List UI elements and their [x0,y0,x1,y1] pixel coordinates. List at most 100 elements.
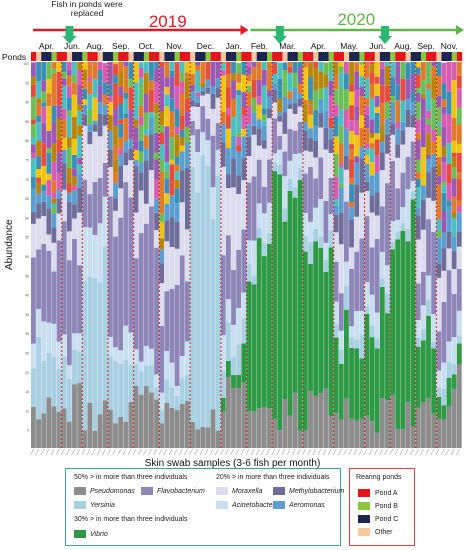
bar-segment-acinetobacter [107,336,113,357]
x-tick [368,448,373,456]
bar-segment-other [77,62,83,71]
bar-segment-acinetobacter [215,149,221,176]
bar-segment-other [441,106,447,114]
bar-segment-vibrio [272,171,277,419]
legend-group-20: 20% > in more than three individuals [216,474,330,481]
bar-segment-acinetobacter [369,294,375,326]
bar-segment-yersinia [56,368,62,412]
x-tick [292,448,296,456]
x-tick [235,448,240,456]
legend-group-30: 30% > in more than three individuals [74,516,188,523]
bar-segment-other [77,157,83,165]
bar-segment-other [369,83,375,99]
bar-segment-other [441,162,447,182]
bar-segment-other [149,62,154,81]
bar-segment-other [441,83,447,100]
bar-segment-other [154,113,159,129]
bar-segment-pseudomonas [328,415,334,448]
bar-segment-yersinia [251,275,257,285]
x-tick [76,448,80,456]
pond-cell [446,52,452,61]
bar-segment-other [426,62,431,78]
bar-segment-other [102,94,108,105]
x-tick [220,448,224,456]
bar-segment-other [323,74,329,88]
bar-segment-other [87,94,93,110]
pond-cell [149,52,155,61]
bar-segment-other [415,62,421,68]
x-tick [389,448,393,456]
bar-segment-flavobacterium [118,217,124,351]
bar-segment-other [410,79,416,92]
bar-segment-other [97,85,103,103]
taxa-legend: 50% > in more than three individuals 20%… [65,468,344,546]
pond-cell [36,52,42,61]
bar-segment-vibrio [410,199,416,427]
bar-segment-other [149,112,154,119]
bar-segment-other [77,84,83,105]
bar-segment-vibrio [420,340,426,403]
bar-segment-flavobacterium [215,123,221,150]
bar-segment-pseudomonas [420,402,426,448]
bar-segment-aeromonas [138,162,144,173]
bar-segment-other [174,109,180,127]
bar-segment-other [97,81,103,86]
pond-cell [456,52,463,61]
bar-segment-flavobacterium [318,157,324,200]
bar-segment-yersinia [123,359,129,422]
bar-segment-other [77,125,83,136]
x-tick [261,448,265,456]
bar-segment-acinetobacter [82,227,88,281]
bar-segment-other [61,137,67,150]
bar-segment-yersinia [282,208,288,222]
pond-cell [184,52,191,61]
bar-segment-yersinia [267,232,272,244]
bar-segment-pseudomonas [72,384,77,448]
bar-segment-other [405,62,411,80]
bar-segment-acinetobacter [338,330,344,350]
bar-segment-other [338,183,344,188]
bar-segment-other [410,74,416,80]
bar-segment-flavobacterium [236,249,242,309]
bar-segment-aeromonas [272,82,277,91]
bar-segment-other [164,171,170,179]
bar-segment-other [46,93,52,99]
bar-segment-other [138,62,144,68]
pond-cell [133,52,139,61]
bar-segment-other [164,63,170,78]
pond-cell [282,52,288,61]
bar-segment-other [66,183,72,193]
bar-segment-other [441,185,447,193]
pond-cell [92,52,98,61]
bar-segment-pseudomonas [113,423,118,448]
legend-item-yersinia: Yersinia [74,501,115,509]
bar-segment-vibrio [297,179,303,431]
bar-segment-other [369,161,375,176]
bar-segment-moraxella [164,241,170,292]
x-axis-label: Skin swab samples (3-6 fish per month) [144,458,321,469]
bar-segment-moraxella [343,169,349,202]
bar-segment-other [287,72,293,92]
bar-segment-methylobacterium [431,166,437,201]
bar-segment-methylobacterium [97,113,103,137]
bar-segment-other [436,207,442,220]
bar-segment-other [359,62,365,65]
bar-segment-pseudomonas [205,427,211,448]
bar-segment-flavobacterium [31,257,36,344]
x-tick [435,448,440,456]
bar-segment-other [451,62,457,81]
bar-segment-yersinia [390,241,395,250]
bar-segment-other [420,62,426,80]
bar-segment-vibrio [338,363,344,420]
bar-segment-pseudomonas [46,397,52,448]
bar-segment-other [46,62,52,80]
arrow-2020-head [456,25,464,35]
aeromonas-swatch [273,501,285,509]
x-tick [379,448,383,456]
x-tick [343,448,347,456]
bar-segment-other [36,156,41,170]
bar-segment-other [364,105,370,115]
bar-segment-methylobacterium [256,128,262,146]
bar-segment-other [364,62,370,79]
bar-segment-other [118,62,124,71]
